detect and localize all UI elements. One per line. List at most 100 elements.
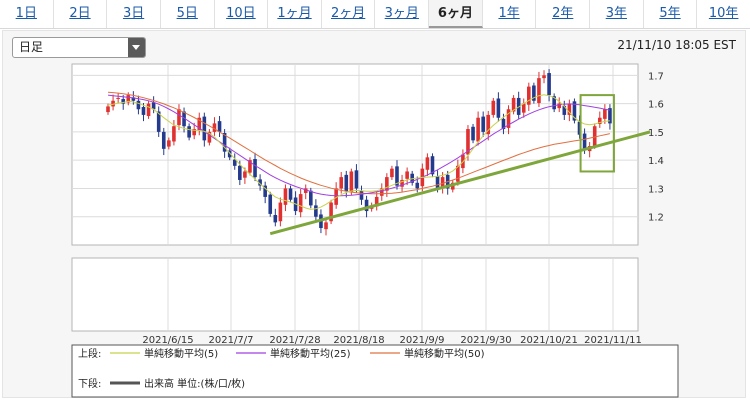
tab-13[interactable]: 10年: [708, 6, 739, 21]
candle-body: [608, 108, 612, 124]
candle-body: [227, 150, 232, 158]
chart-interval-select[interactable]: 日足: [12, 37, 146, 58]
y-tick-label: 1.7: [648, 71, 664, 82]
candle-body: [496, 98, 501, 118]
candle-body: [511, 97, 516, 112]
candle-body: [151, 102, 156, 110]
candle-body: [238, 165, 242, 180]
candle-body: [156, 111, 161, 132]
legend-volume-label: 出来高 単位:(株/口/枚): [144, 377, 245, 390]
candle-body: [597, 117, 602, 124]
candle-body: [187, 126, 191, 138]
x-tick-label: 2021/8/18: [333, 335, 384, 346]
legend-lower-label: 下段:: [78, 377, 101, 390]
volume-plot-area: [71, 257, 639, 332]
candle-body: [577, 121, 582, 135]
candle-body: [243, 171, 247, 178]
candle-body: [197, 117, 202, 131]
candle-body: [542, 75, 546, 79]
candle-body: [354, 170, 359, 189]
candle-body: [532, 85, 536, 101]
candle-body: [212, 123, 217, 132]
tab-7[interactable]: 3ヶ月: [375, 0, 430, 28]
candle-body: [217, 121, 222, 132]
candle-body: [471, 126, 475, 141]
candle-body: [486, 114, 491, 135]
candle-body: [283, 188, 288, 205]
candle-body: [253, 159, 257, 178]
candle-body: [268, 194, 273, 214]
candle-body: [572, 101, 577, 121]
candle-body: [506, 109, 511, 128]
candle-body: [364, 199, 369, 212]
candle-body: [141, 106, 146, 115]
candle-body: [339, 177, 344, 189]
ma25-line: [107, 94, 610, 197]
candle-body: [400, 179, 404, 187]
tab-8[interactable]: 6ヶ月: [429, 0, 483, 28]
candle-body: [547, 73, 551, 96]
chart-annotations: [269, 94, 651, 236]
tab-6[interactable]: 2ヶ月: [322, 0, 376, 28]
candle-body: [405, 171, 409, 179]
candle-body: [177, 109, 181, 126]
candle-body: [349, 171, 354, 193]
tab-3[interactable]: 5日: [161, 0, 215, 28]
candle-body: [136, 100, 141, 110]
tab-5[interactable]: 1ヶ月: [268, 0, 322, 28]
candle-body: [126, 95, 131, 103]
candle-body: [121, 99, 126, 104]
y-axis-ticks: 1.7 1.6 1.5 1.4 1.3 1.2: [648, 71, 664, 223]
candle-body: [324, 222, 328, 230]
x-axis-ticks: 2021/6/15 2021/7/7 2021/7/28 2021/8/18 2021/…: [142, 335, 641, 346]
tab-10[interactable]: 2年: [536, 0, 591, 28]
candle-body: [161, 131, 166, 149]
candle-body: [390, 168, 394, 178]
candle-body: [537, 78, 541, 104]
chart-timestamp: 21/11/10 18:05 EST: [617, 38, 736, 52]
chevron-down-icon: [128, 38, 145, 57]
x-tick-label: 2021/6/15: [142, 335, 193, 346]
candle-body: [491, 100, 496, 115]
candle-body: [501, 118, 506, 130]
candle-body: [430, 156, 435, 175]
candle-body: [172, 126, 176, 142]
y-tick-label: 1.2: [648, 213, 664, 224]
candle-body: [111, 100, 115, 107]
candle-body: [309, 190, 313, 206]
y-tick-label: 1.5: [648, 128, 664, 139]
candle-body: [106, 106, 110, 113]
tab-0[interactable]: 1日: [0, 0, 54, 28]
candle-body: [314, 205, 318, 217]
candle-body: [329, 202, 333, 222]
tab-4[interactable]: 10日: [215, 0, 269, 28]
candle-body: [527, 86, 531, 105]
legend-ma50-label: 単純移動平均(50): [404, 347, 485, 360]
x-tick-label: 2021/7/28: [269, 335, 320, 346]
legend-box: [71, 344, 679, 398]
y-tick-label: 1.6: [648, 100, 664, 111]
candle-body: [395, 166, 399, 186]
candle-body: [476, 117, 480, 142]
candle-body: [232, 159, 237, 166]
tab-1[interactable]: 2日: [54, 0, 108, 28]
trendline: [269, 130, 651, 236]
y-tick-label: 1.3: [648, 184, 664, 195]
candle-body: [344, 174, 349, 192]
candle-body: [359, 190, 364, 200]
tab-2[interactable]: 3日: [107, 0, 161, 28]
candle-body: [557, 103, 562, 109]
tab-12[interactable]: 5年: [644, 0, 698, 28]
tab-11[interactable]: 3年: [590, 0, 644, 28]
x-tick-label: 2021/11/11: [584, 335, 642, 346]
candle-body: [263, 185, 267, 197]
candle-body: [603, 109, 607, 119]
candle-body: [131, 97, 136, 101]
tab-9[interactable]: 1年: [483, 0, 537, 28]
candle-body: [146, 103, 151, 117]
legend-upper-label: 上段:: [78, 347, 101, 360]
candle-body: [481, 116, 485, 132]
candle-body: [258, 179, 262, 186]
period-tab-bar: 1日 2日 3日 5日 10日 1ヶ月 2ヶ月 3ヶ月 6ヶ月 1年 2年 3年 5年 10年: [0, 0, 750, 29]
